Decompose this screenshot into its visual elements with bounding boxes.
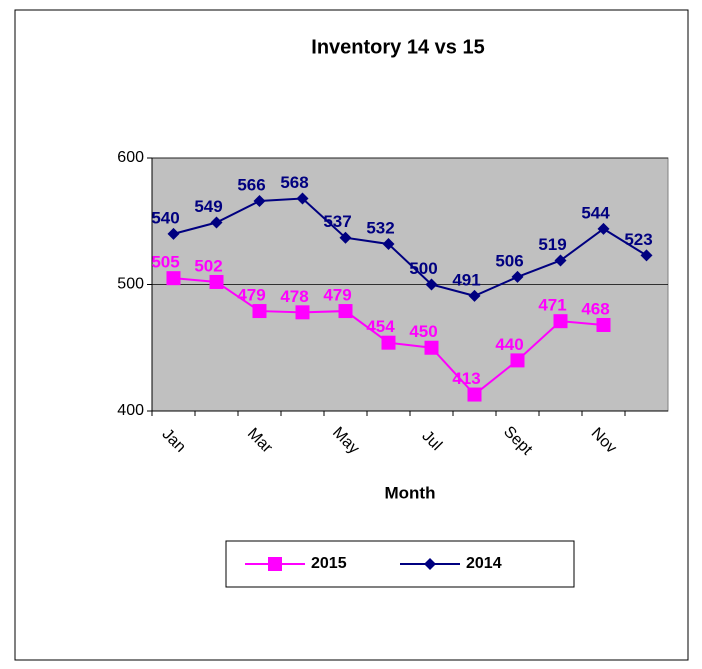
data-label: 519 [538, 235, 566, 254]
point [640, 249, 653, 262]
legend-label: 2015 [311, 555, 347, 572]
data-label: 471 [538, 296, 566, 315]
data-label: 468 [581, 299, 609, 318]
point [166, 271, 181, 286]
y-tick-label: 600 [117, 149, 144, 166]
point [209, 274, 224, 289]
point [296, 192, 309, 205]
x-axis-label: Month [385, 483, 436, 502]
point [597, 222, 610, 235]
legend-label: 2014 [466, 555, 502, 572]
data-label: 532 [366, 219, 394, 238]
point [381, 335, 396, 350]
data-label: 450 [409, 322, 437, 341]
chart-title: Inventory 14 vs 15 [311, 36, 484, 58]
point [295, 305, 310, 320]
point [424, 340, 439, 355]
data-label: 478 [280, 287, 308, 306]
point [339, 231, 352, 244]
point [554, 254, 567, 267]
point [596, 317, 611, 332]
data-label: 523 [624, 230, 652, 249]
data-label: 540 [151, 208, 179, 227]
point [210, 216, 223, 229]
point [167, 227, 180, 240]
data-label: 479 [323, 286, 351, 305]
y-tick-label: 500 [117, 276, 144, 293]
series-line [173, 197, 648, 297]
point [252, 304, 267, 319]
data-label: 544 [581, 203, 610, 222]
data-label: 549 [194, 197, 222, 216]
data-label: 491 [452, 270, 480, 289]
data-label: 568 [280, 173, 308, 192]
point [338, 304, 353, 319]
data-label: 500 [409, 259, 437, 278]
point [553, 314, 568, 329]
point [511, 270, 524, 283]
y-tick-label: 400 [117, 402, 144, 419]
point [467, 387, 482, 402]
data-label: 506 [495, 251, 523, 270]
data-label: 479 [237, 286, 265, 305]
data-label: 566 [237, 175, 265, 194]
point [253, 195, 266, 208]
data-label: 413 [452, 369, 480, 388]
point [510, 353, 525, 368]
data-label: 502 [194, 256, 222, 275]
point [425, 278, 438, 291]
legend-marker [268, 557, 282, 571]
legend-marker [424, 558, 436, 570]
data-label: 537 [323, 212, 351, 231]
point [382, 238, 395, 251]
point [468, 289, 481, 302]
data-label: 454 [366, 317, 395, 336]
data-label: 505 [151, 253, 179, 272]
data-label: 440 [495, 335, 523, 354]
